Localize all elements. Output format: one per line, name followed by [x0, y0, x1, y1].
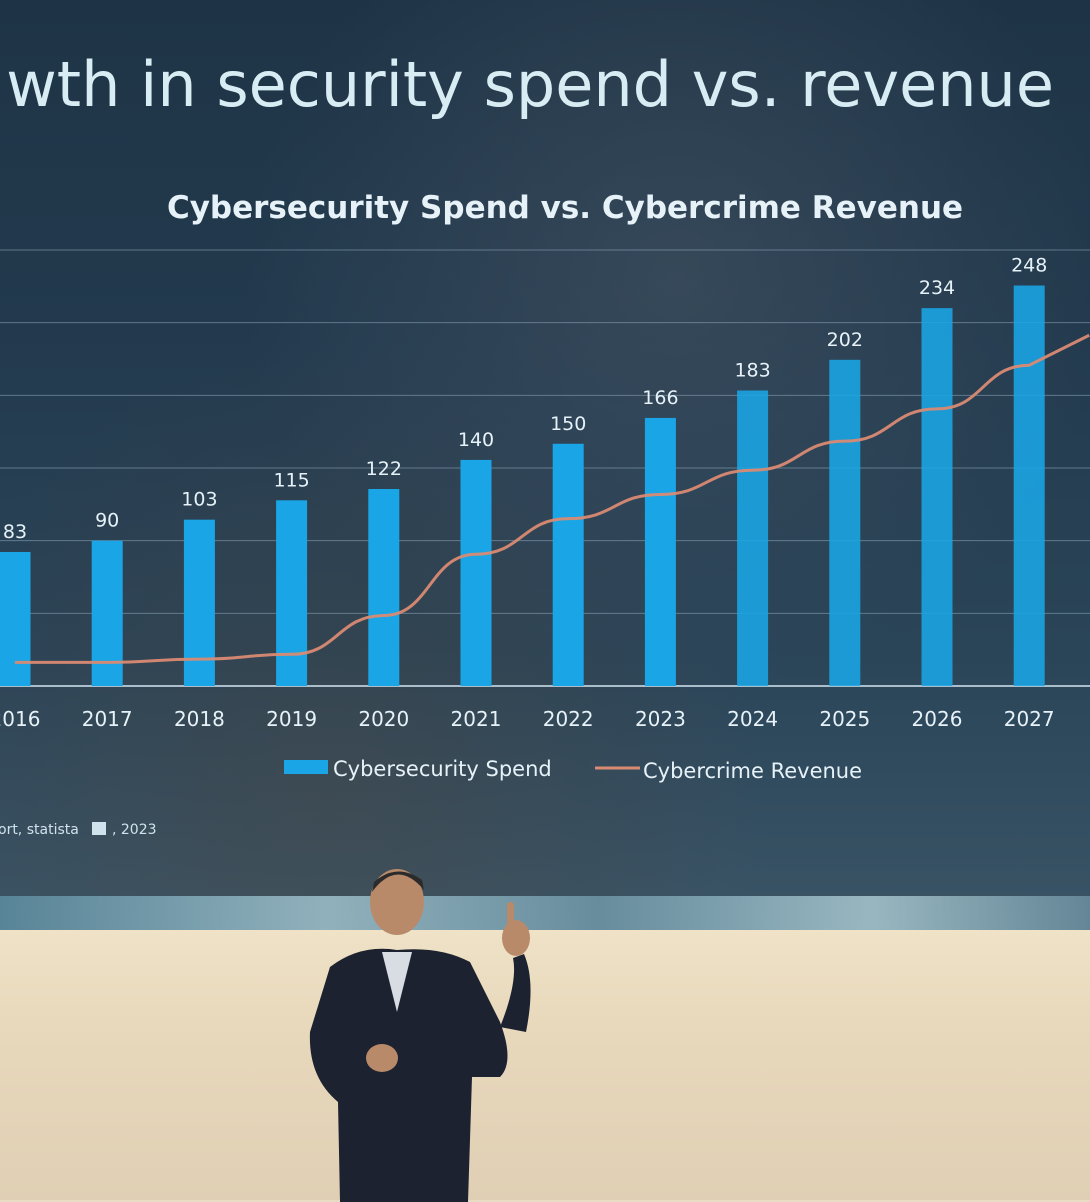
legend: Cybersecurity Spend Cybercrime Revenue [284, 757, 862, 783]
chart: Cybersecurity Spend vs. Cybercrime Reven… [0, 190, 1090, 838]
stage-background [0, 930, 1090, 1200]
line-series [15, 333, 1090, 664]
bar-2020 [368, 488, 400, 686]
source-note: ort, statista , 2023 [0, 822, 157, 838]
source-year: , 2023 [112, 822, 157, 838]
statista-logo-icon [92, 822, 106, 835]
x-tick-2027: 2027 [1004, 707, 1055, 731]
data-label-2019: 115 [273, 469, 309, 491]
x-tick-2019: 2019 [266, 707, 317, 731]
x-tick-2025: 2025 [819, 707, 870, 731]
bar-2027 [1013, 285, 1045, 686]
x-tick-2016: 2016 [0, 707, 40, 731]
x-tick-2018: 2018 [174, 707, 225, 731]
bar-2016 [0, 551, 31, 686]
chart-title: Cybersecurity Spend vs. Cybercrime Reven… [167, 190, 963, 226]
data-label-2022: 150 [550, 413, 586, 435]
bar-2024 [737, 390, 769, 686]
data-label-2021: 140 [458, 429, 494, 451]
data-label-2018: 103 [181, 489, 217, 511]
speaker-figure [309, 869, 531, 1202]
x-axis-ticks: 2016 2017 2018 2019 2020 2021 2022 2023 2024 2025… [0, 707, 1055, 731]
data-label-2017: 90 [95, 510, 119, 532]
bar-series [0, 285, 1045, 686]
data-label-2020: 122 [366, 458, 402, 480]
x-tick-2024: 2024 [727, 707, 778, 731]
x-tick-2023: 2023 [635, 707, 686, 731]
legend-swatch-spend [284, 760, 328, 774]
x-tick-2022: 2022 [543, 707, 594, 731]
x-tick-2017: 2017 [82, 707, 133, 731]
bar-2023 [644, 417, 676, 686]
data-labels: 83 90 103 115 122 140 150 166 183 202 234 248 [3, 255, 1047, 543]
data-label-2023: 166 [642, 387, 678, 409]
legend-label-revenue: Cybercrime Revenue [643, 759, 862, 783]
data-label-2024: 183 [734, 359, 770, 381]
revenue-line [15, 333, 1090, 664]
bar-2026 [921, 308, 953, 686]
x-tick-2020: 2020 [358, 707, 409, 731]
slide-heading: wth in security spend vs. revenue [6, 48, 1054, 121]
data-label-2026: 234 [919, 277, 955, 299]
screen-bottom-strip [0, 896, 1090, 930]
projector-screen: wth in security spend vs. revenue [0, 0, 1090, 930]
data-label-2025: 202 [827, 329, 863, 351]
bar-2019 [276, 500, 308, 686]
data-label-2016: 83 [3, 521, 27, 543]
data-label-2027: 248 [1011, 255, 1047, 277]
bar-2021 [460, 459, 492, 686]
x-tick-2026: 2026 [912, 707, 963, 731]
gridlines [0, 249, 1090, 687]
bar-2022 [552, 443, 584, 686]
bar-2025 [829, 359, 861, 686]
bar-2018 [183, 519, 215, 686]
source-text: ort, statista [0, 822, 79, 838]
bar-2017 [91, 540, 123, 686]
x-tick-2021: 2021 [451, 707, 502, 731]
legend-label-spend: Cybersecurity Spend [333, 757, 552, 781]
